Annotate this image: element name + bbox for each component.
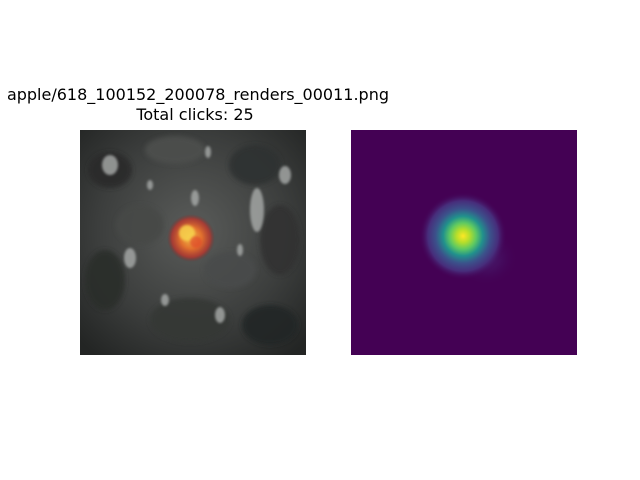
figure-title: apple/618_100152_200078_renders_00011.pn… [0, 85, 390, 125]
overlay-image [80, 130, 306, 355]
title-total-clicks: Total clicks: 25 [136, 105, 254, 124]
heatmap-panel [351, 130, 577, 355]
heatmap [351, 130, 577, 355]
heatmap-peak [419, 192, 507, 280]
title-filename: apple/618_100152_200078_renders_00011.pn… [6, 85, 389, 104]
overlay-image-panel [80, 130, 306, 355]
